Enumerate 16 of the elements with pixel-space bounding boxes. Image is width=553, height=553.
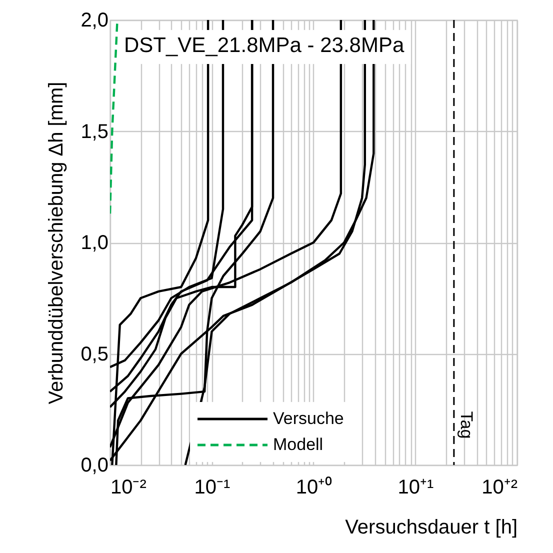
y-axis-title: Verbunddübelverschiebung Δh [mm] <box>46 82 68 404</box>
y-tick-label: 1,5 <box>80 120 108 143</box>
legend-label: Versuche <box>273 409 344 428</box>
x-tick-label: 10⁻¹ <box>194 476 231 498</box>
y-tick-label: 0,0 <box>80 454 108 476</box>
text: DST_VE_21.8MPa - 23.8MPa <box>124 34 404 57</box>
y-tick-label: 2,0 <box>80 10 108 32</box>
legend-label: Modell <box>273 435 324 454</box>
x-tick-label: 10⁻² <box>110 476 147 498</box>
y-tick-label: 0,5 <box>80 343 108 366</box>
x-axis-title: Versuchsdauer t [h] <box>345 516 518 538</box>
x-tick-label: 10⁺⁰ <box>296 476 332 498</box>
ref-line-label: Tag <box>456 411 476 439</box>
x-tick-label: 10⁺² <box>482 476 518 498</box>
x-tick-label: 10⁺¹ <box>398 476 434 498</box>
y-tick-label: 1,0 <box>80 232 108 254</box>
